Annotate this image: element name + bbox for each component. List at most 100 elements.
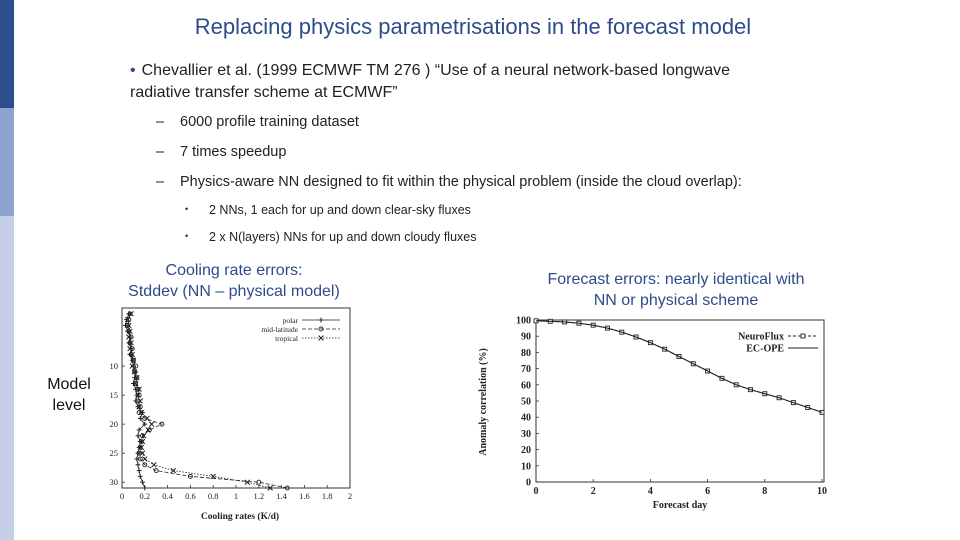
left-data-point	[140, 479, 145, 485]
left-series-line-mid-latitude	[127, 313, 288, 489]
right-y-tick-label: 80	[521, 348, 531, 359]
right-x-tick-label: 2	[591, 486, 596, 497]
left-legend-label: polar	[283, 316, 299, 325]
dash-icon: –	[156, 174, 165, 190]
left-data-point	[129, 351, 136, 358]
left-data-point	[140, 433, 145, 439]
left-x-tick-label: 1.8	[322, 491, 333, 501]
left-data-point	[139, 438, 146, 445]
subsub-bullet-text: 2 x N(layers) NNs for up and down cloudy…	[209, 230, 477, 244]
left-data-point	[135, 392, 141, 398]
sidebar-block-top	[0, 0, 14, 108]
left-data-point	[135, 462, 141, 468]
left-data-point	[131, 369, 138, 375]
left-y-tick-label: 20	[110, 419, 119, 429]
left-data-point	[130, 357, 137, 364]
right-y-tick-label: 0	[526, 478, 531, 489]
left-x-tick-label: 1.6	[299, 491, 310, 501]
right-y-tick-label: 30	[521, 429, 531, 440]
left-plot-frame	[121, 307, 351, 489]
left-data-point	[138, 409, 145, 416]
sidebar-block-3	[0, 216, 14, 324]
right-y-tick-label: 20	[521, 445, 531, 456]
left-caption-line1: Cooling rate errors:	[165, 262, 303, 279]
right-y-tick-label: 100	[516, 316, 531, 327]
dash-icon: –	[156, 144, 165, 160]
left-data-point	[137, 444, 143, 450]
right-caption-line2: NN or physical scheme	[593, 292, 759, 309]
sub-bullet-text: Physics-aware NN designed to fit within …	[180, 174, 742, 190]
left-legend-label: mid-latitude	[261, 325, 298, 334]
right-legend-label: NeuroFlux	[738, 332, 784, 343]
right-y-tick-label: 70	[521, 364, 531, 375]
right-legend-label: EC-OPE	[746, 344, 784, 355]
right-legend-marker	[800, 333, 806, 339]
left-caption-line2: Stddev (NN – physical model)	[128, 283, 340, 300]
right-y-tick-label: 60	[521, 380, 531, 391]
left-x-tick-label: 0.2	[139, 491, 150, 501]
bullet-dot-icon: •	[130, 62, 136, 79]
sub-bullet: –7 times speedup	[156, 144, 286, 160]
left-data-point	[134, 374, 140, 381]
left-data-point	[137, 473, 143, 479]
left-legend-marker	[318, 317, 324, 323]
right-x-tick-label: 6	[705, 486, 710, 497]
left-legend-marker	[318, 326, 324, 332]
sub-bullet-text: 6000 profile training dataset	[180, 114, 359, 130]
left-data-point	[126, 334, 132, 340]
left-data-point	[135, 433, 141, 439]
left-data-point	[136, 450, 142, 456]
left-data-point	[142, 462, 148, 468]
left-data-point	[153, 468, 159, 474]
left-x-tick-label: 0	[120, 491, 124, 501]
left-data-point	[267, 485, 273, 491]
left-data-point	[132, 380, 139, 387]
main-bullet-line1: Chevallier et al. (1999 ECMWF TM 276 ) “…	[141, 62, 731, 79]
left-data-point	[159, 421, 165, 427]
left-x-tick-label: 1	[234, 491, 238, 501]
main-bullet: • Chevallier et al. (1999 ECMWF TM 276 ) …	[130, 60, 850, 104]
left-data-point	[145, 427, 151, 433]
model-level-label: Model level	[40, 374, 98, 416]
left-data-point	[128, 340, 134, 346]
left-data-point	[128, 311, 134, 317]
right-x-axis-label: Forecast day	[653, 500, 708, 511]
left-x-tick-label: 2	[348, 491, 352, 501]
right-caption-line1: Forecast errors: nearly identical with	[547, 271, 805, 288]
right-x-tick-label: 10	[817, 486, 827, 497]
left-data-point	[136, 386, 142, 393]
left-data-point	[126, 328, 132, 334]
left-data-point	[142, 456, 148, 462]
left-data-point	[133, 381, 139, 386]
right-x-tick-label: 0	[534, 486, 539, 497]
sidebar-block-5	[0, 432, 14, 540]
left-data-point	[126, 322, 132, 329]
sub-bullet: –6000 profile training dataset	[156, 114, 359, 130]
left-data-point	[138, 444, 145, 451]
left-data-point	[244, 479, 251, 485]
left-y-tick-label: 30	[110, 477, 119, 487]
left-data-point	[138, 439, 144, 444]
right-x-tick-label: 4	[648, 486, 653, 497]
left-y-tick-label: 10	[110, 361, 119, 371]
left-data-point	[125, 322, 131, 328]
right-y-tick-label: 50	[521, 397, 531, 408]
left-data-point	[135, 386, 141, 392]
left-data-point	[127, 345, 133, 352]
left-data-point	[137, 456, 143, 462]
right-series-line-EC-OPE	[535, 320, 823, 413]
right-y-tick-label: 90	[521, 332, 531, 343]
left-data-point	[142, 421, 148, 427]
left-data-point	[144, 415, 150, 422]
cooling-rate-chart: 0 0.2 0.4 0.6 0.8 1 1.2 1.4 1.6 1.8 2 10 15 20 25 30 po…	[110, 307, 352, 522]
model-level-line1: Model	[47, 376, 91, 393]
left-series-line-tropical	[127, 313, 271, 489]
left-x-tick-label: 0.6	[185, 491, 196, 501]
bullet-dot-icon: •	[185, 231, 189, 241]
left-data-point	[148, 421, 155, 427]
left-data-point	[137, 415, 143, 421]
sidebar-block-2	[0, 108, 14, 216]
left-data-point	[170, 467, 177, 474]
model-level-line2: level	[52, 397, 86, 414]
